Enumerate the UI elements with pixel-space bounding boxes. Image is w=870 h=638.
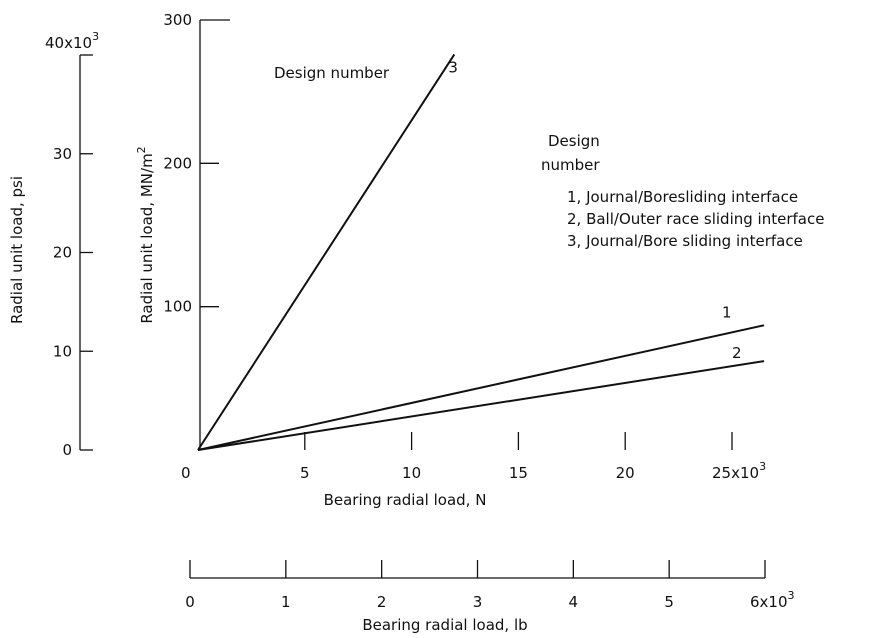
x-tick-label: 0 (181, 464, 191, 482)
x-tick-label: 20 (616, 464, 635, 482)
y-tick-label: 300 (163, 11, 192, 29)
design-number-annotation: Design number (274, 64, 390, 82)
lb-tick-label: 0 (185, 593, 195, 611)
lb-tick-label: 2 (377, 593, 387, 611)
psi-axis-unit-label: 40x103 (45, 30, 99, 52)
legend-title-line2: number (541, 156, 600, 174)
psi-tick-label: 0 (62, 441, 72, 459)
legend-entry: 1, Journal/Boresliding interface (567, 188, 798, 206)
legend: Design number 1, Journal/Boresliding int… (541, 132, 824, 250)
main-plot: Radial unit load, MN/m2 100 200 300 0 5 10 15… (135, 11, 766, 509)
psi-tick-label: 10 (53, 342, 72, 360)
series-label-1: 1 (722, 303, 732, 321)
series-label-2: 2 (732, 344, 742, 362)
lb-tick-label: 4 (569, 593, 579, 611)
lb-tick-label: 5 (664, 593, 674, 611)
y-tick-label: 100 (163, 298, 192, 316)
x-axis-unit-label: 25x103 (712, 460, 766, 482)
series-line-1 (197, 324, 765, 451)
series-label-3: 3 (448, 58, 458, 76)
x-tick-label: 10 (402, 464, 421, 482)
series-line-2 (197, 360, 765, 451)
psi-tick-label: 30 (53, 145, 72, 163)
lb-axis-unit-label: 6x103 (750, 589, 795, 611)
lb-axis-title: Bearing radial load, lb (362, 616, 527, 634)
legend-entry: 2, Ball/Outer race sliding interface (567, 210, 824, 228)
psi-axis-title: Radial unit load, psi (8, 176, 26, 324)
lb-axis: 0 1 2 3 4 5 6x103 Bearing radial load, lb (185, 560, 795, 634)
y-axis-title: Radial unit load, MN/m2 (135, 146, 156, 323)
legend-entry: 3, Journal/Bore sliding interface (567, 232, 803, 250)
x-tick-label: 15 (509, 464, 528, 482)
psi-axis: 40x103 Radial unit load, psi 0 10 20 30 (8, 30, 99, 459)
lb-tick-label: 1 (281, 593, 291, 611)
series-line-3 (197, 53, 456, 451)
x-tick-label: 5 (300, 464, 310, 482)
x-axis-title: Bearing radial load, N (324, 491, 487, 509)
psi-tick-label: 20 (53, 244, 72, 262)
y-tick-label: 200 (163, 154, 192, 172)
lb-tick-label: 3 (473, 593, 483, 611)
legend-title-line1: Design (548, 132, 600, 150)
